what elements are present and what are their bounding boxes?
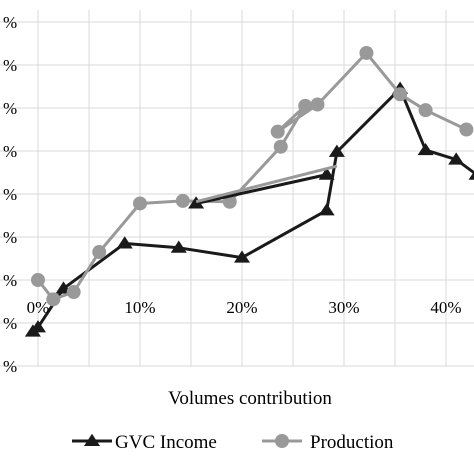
series-layer xyxy=(24,45,474,337)
x-tick-label: 20% xyxy=(226,298,257,317)
data-point-circle xyxy=(310,97,325,112)
y-tick-label: % xyxy=(3,56,17,75)
data-point-triangle xyxy=(30,320,46,333)
y-tick-label: % xyxy=(3,13,17,32)
x-axis-title: Volumes contribution xyxy=(168,388,332,409)
legend-label: GVC Income xyxy=(115,432,217,453)
series-production xyxy=(31,45,474,307)
data-point-circle xyxy=(273,139,288,154)
series-line xyxy=(195,164,338,204)
series-segment-2 xyxy=(188,167,335,209)
data-point-triangle xyxy=(116,236,133,249)
legend-label: Production xyxy=(310,432,394,453)
x-tick-label: 40% xyxy=(430,298,461,317)
data-point-circle xyxy=(359,45,374,60)
legend-item-production: Production xyxy=(262,432,394,453)
data-point-circle xyxy=(298,98,313,113)
data-point-triangle xyxy=(318,203,335,216)
data-point-triangle xyxy=(318,167,335,180)
series-segment-3 xyxy=(195,164,338,204)
data-point-triangle xyxy=(328,144,345,157)
data-point-circle xyxy=(393,87,408,102)
legend-item-gvc-income: GVC Income xyxy=(72,432,217,453)
y-tick-label: % xyxy=(3,142,17,161)
data-point-circle xyxy=(133,196,147,211)
y-tick-label: % xyxy=(3,271,17,290)
data-point-circle xyxy=(459,122,474,137)
y-tick-labels: %%%%%%%%%% xyxy=(3,13,17,376)
data-point-triangle xyxy=(188,196,205,209)
data-point-circle xyxy=(66,285,81,300)
data-point-circle xyxy=(92,245,107,260)
data-point-triangle xyxy=(448,152,465,165)
data-point-circle xyxy=(46,292,61,307)
legend: GVC Income Production xyxy=(72,432,394,453)
y-tick-label: % xyxy=(3,185,17,204)
data-point-circle xyxy=(418,103,433,118)
data-point-circle xyxy=(270,124,285,139)
data-point-triangle xyxy=(468,171,474,180)
data-point-triangle xyxy=(417,142,434,156)
data-point-circle xyxy=(175,193,190,208)
legend-marker-circle xyxy=(275,434,289,448)
series-line xyxy=(195,173,328,205)
data-point-triangle xyxy=(234,250,250,263)
y-tick-label: % xyxy=(3,357,17,376)
y-tick-label: % xyxy=(3,314,17,333)
data-point-triangle xyxy=(84,433,100,447)
x-tick-labels: 0% 10% 20% 30% 40% xyxy=(27,298,462,317)
data-point-circle xyxy=(31,273,45,287)
y-tick-label: % xyxy=(3,228,17,247)
x-tick-label: 10% xyxy=(124,298,155,317)
x-tick-label: 0% xyxy=(27,298,50,317)
data-point-triangle xyxy=(170,240,187,253)
y-tick-label: % xyxy=(3,99,17,118)
series-line xyxy=(31,87,474,333)
x-tick-label: 30% xyxy=(328,298,359,317)
